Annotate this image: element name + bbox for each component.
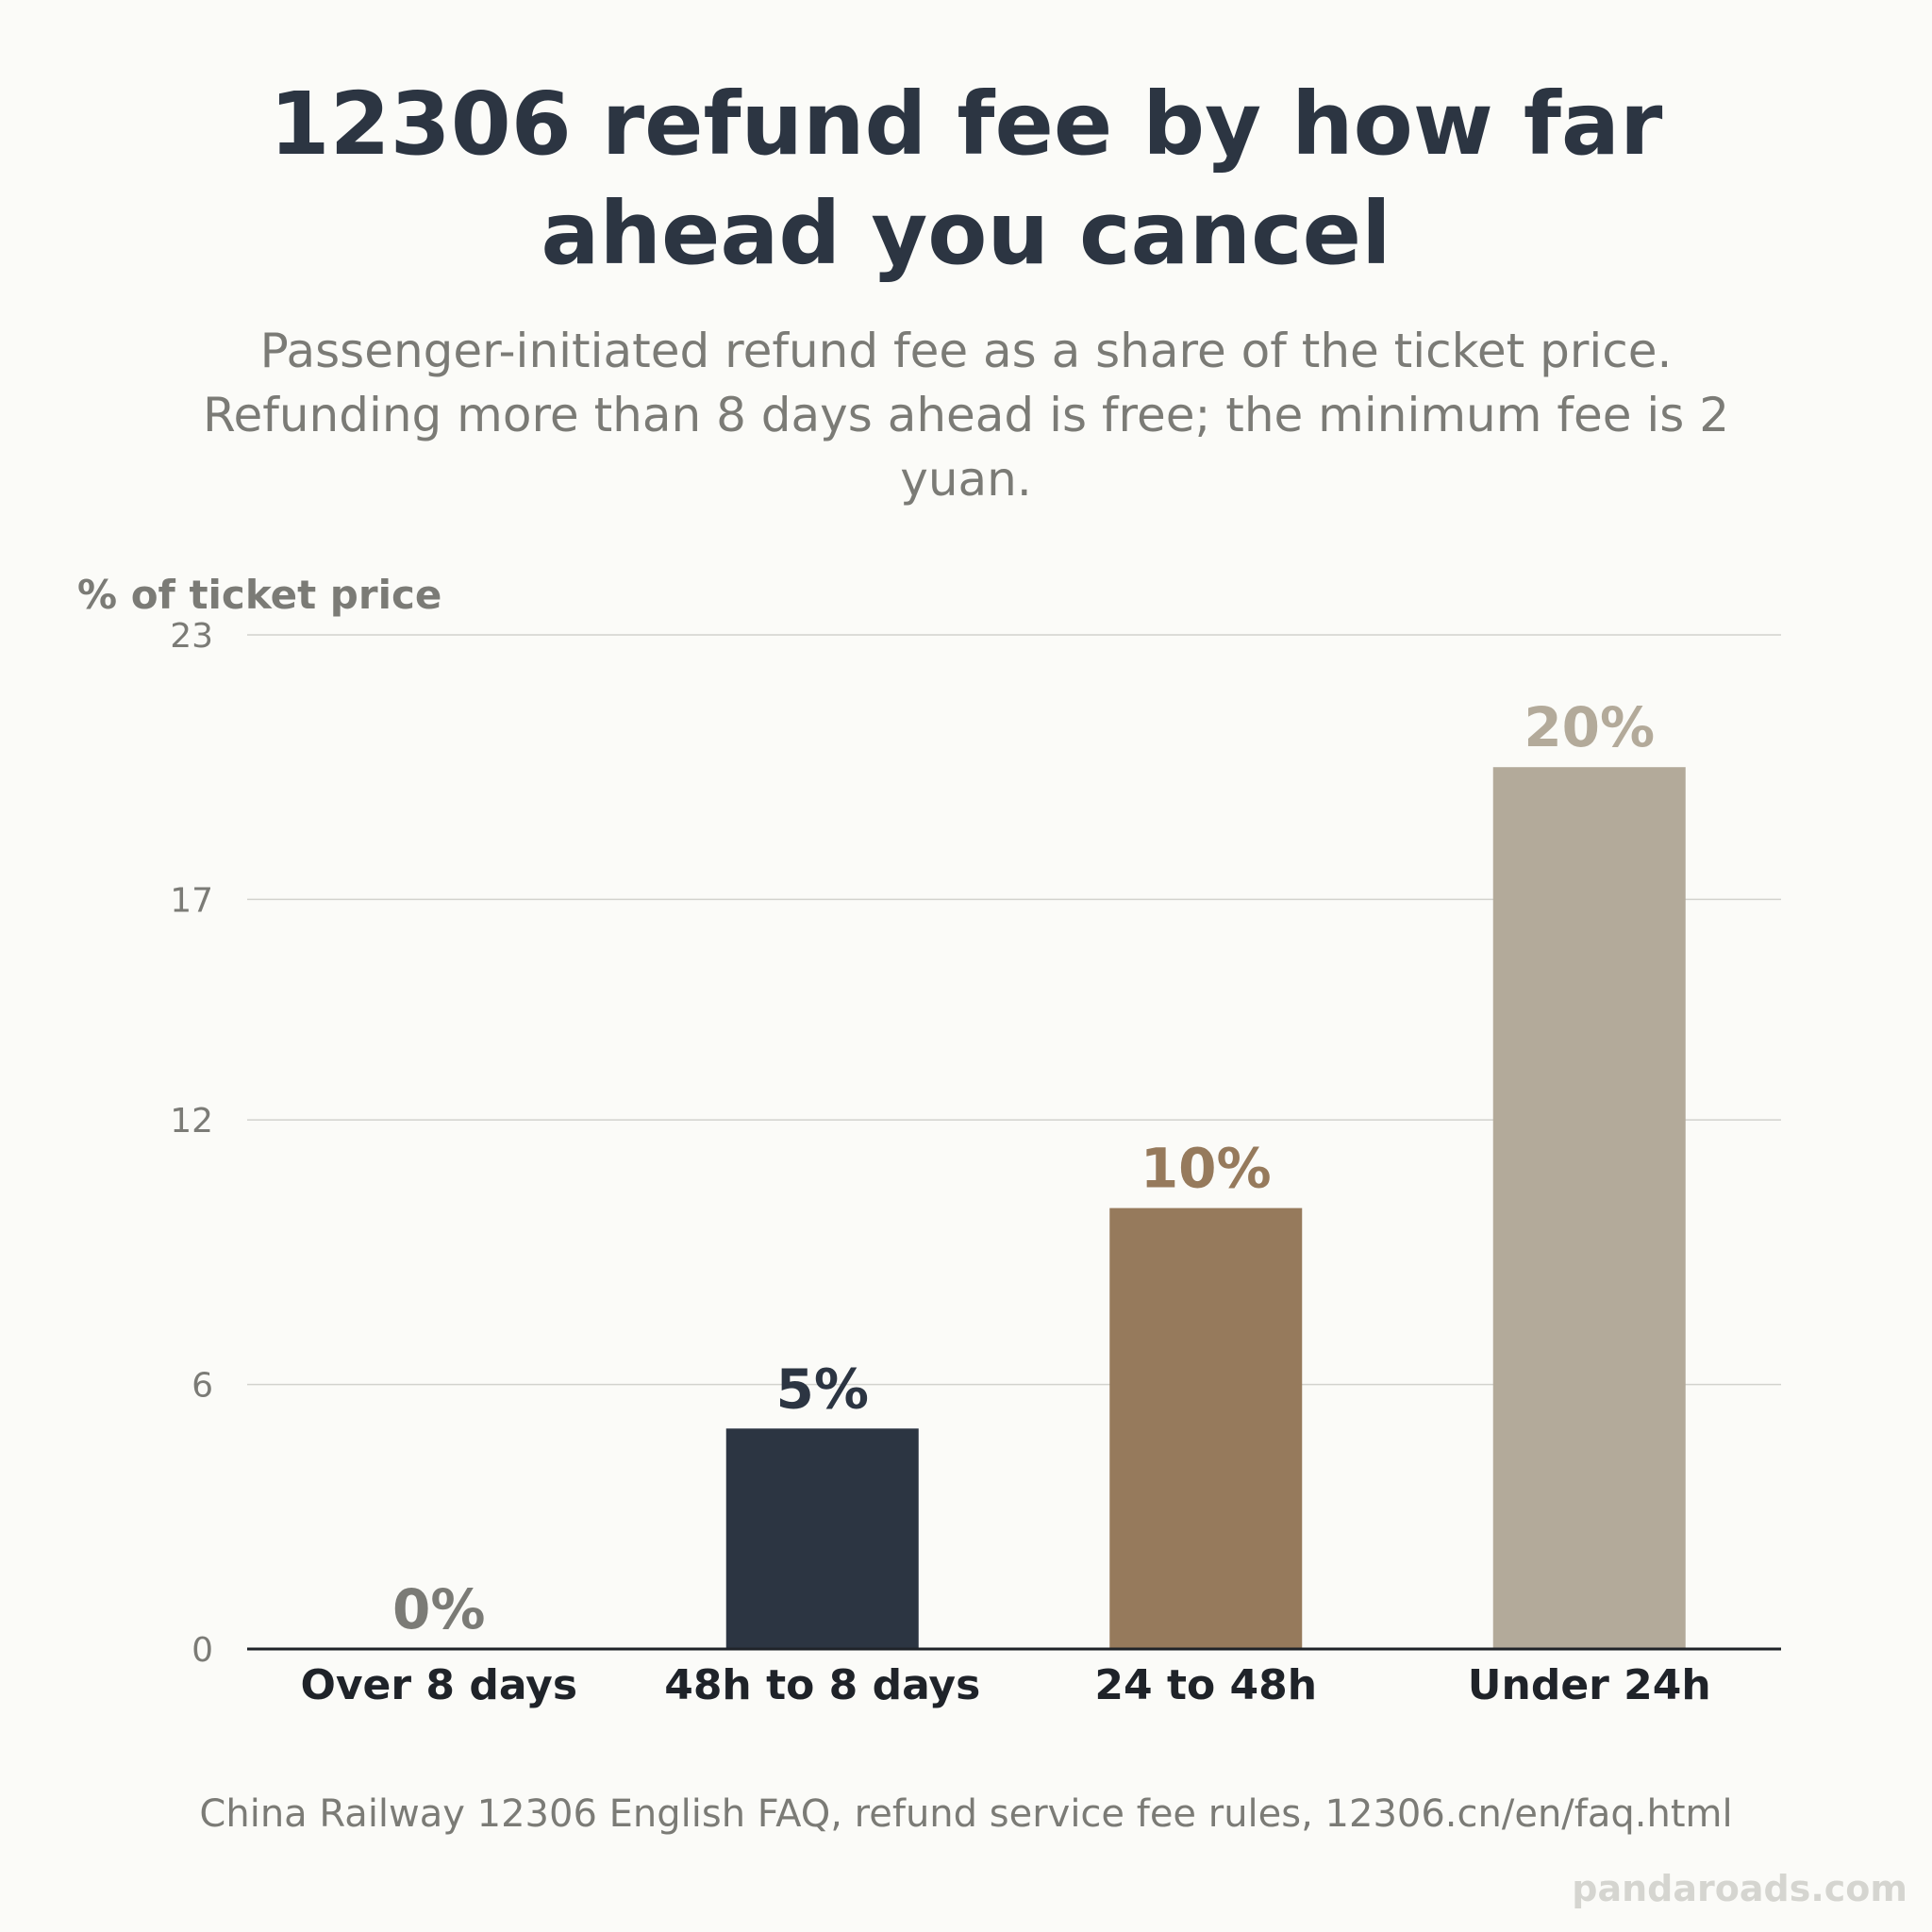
- y-axis-ticks: 0 6 12 17 23: [170, 617, 213, 1670]
- y-axis-label: % of ticket price: [77, 572, 442, 618]
- y-tick-label: 23: [170, 617, 213, 656]
- bar-24-to-48h: [1109, 1208, 1303, 1649]
- bar-48h-to-8-days: [725, 1428, 919, 1649]
- category-label: Under 24h: [1468, 1661, 1711, 1709]
- category-label: Over 8 days: [300, 1661, 577, 1709]
- chart-subtitle: Passenger-initiated refund fee as a shar…: [202, 324, 1730, 507]
- value-label: 20%: [1524, 695, 1655, 759]
- y-tick-label: 0: [192, 1631, 213, 1670]
- category-labels: Over 8 days 48h to 8 days 24 to 48h Under 2…: [300, 1661, 1710, 1709]
- category-label: 48h to 8 days: [664, 1661, 980, 1709]
- category-label: 24 to 48h: [1094, 1661, 1317, 1709]
- source-note: China Railway 12306 English FAQ, refund …: [199, 1792, 1733, 1836]
- value-label: 0%: [392, 1577, 485, 1641]
- y-tick-label: 6: [192, 1367, 213, 1406]
- value-label: 5%: [776, 1357, 869, 1421]
- value-label: 10%: [1141, 1137, 1272, 1201]
- y-tick-label: 12: [170, 1102, 213, 1141]
- bar-under-24h: [1492, 767, 1686, 1649]
- y-tick-label: 17: [170, 881, 213, 920]
- value-labels: 0% 5% 10% 20%: [392, 695, 1655, 1641]
- chart-title: 12306 refund fee by how far ahead you ca…: [269, 74, 1663, 284]
- watermark-logo: pandaroads.com: [1572, 1868, 1907, 1909]
- bars: [725, 767, 1686, 1649]
